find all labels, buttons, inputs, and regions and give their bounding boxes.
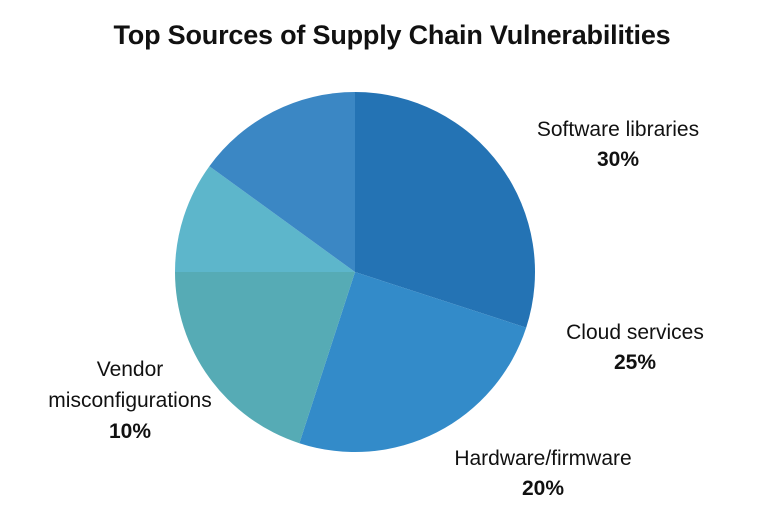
pie-slice-hardware-firmware [175,272,355,444]
slice-name-vendor-misconfigurations: Vendor misconfigurations [48,358,212,412]
pie-slice-software-libraries [355,92,535,328]
slice-value-vendor-misconfigurations: 10% [108,420,152,443]
pie-slice-unlabeled [209,92,355,272]
slice-name-hardware-firmware: Hardware/firmware [454,447,632,470]
slice-value-cloud-services: 25% [613,351,657,374]
slice-value-hardware-firmware: 20% [521,477,565,500]
slice-label-vendor-misconfigurations: Vendor misconfigurations 10% [20,354,240,447]
slice-label-cloud-services: Cloud services 25% [537,318,733,378]
chart-title: Top Sources of Supply Chain Vulnerabilit… [113,20,671,50]
slice-name-cloud-services: Cloud services [566,321,704,344]
slice-name-software-libraries: Software libraries [536,118,700,141]
pie-slice-cloud-services [299,272,527,452]
slice-value-software-libraries: 30% [596,148,640,171]
pie-slice-vendor-misconfigurations [175,166,355,272]
slice-label-software-libraries: Software libraries 30% [500,115,736,175]
slice-label-hardware-firmware: Hardware/firmware 20% [430,444,656,504]
